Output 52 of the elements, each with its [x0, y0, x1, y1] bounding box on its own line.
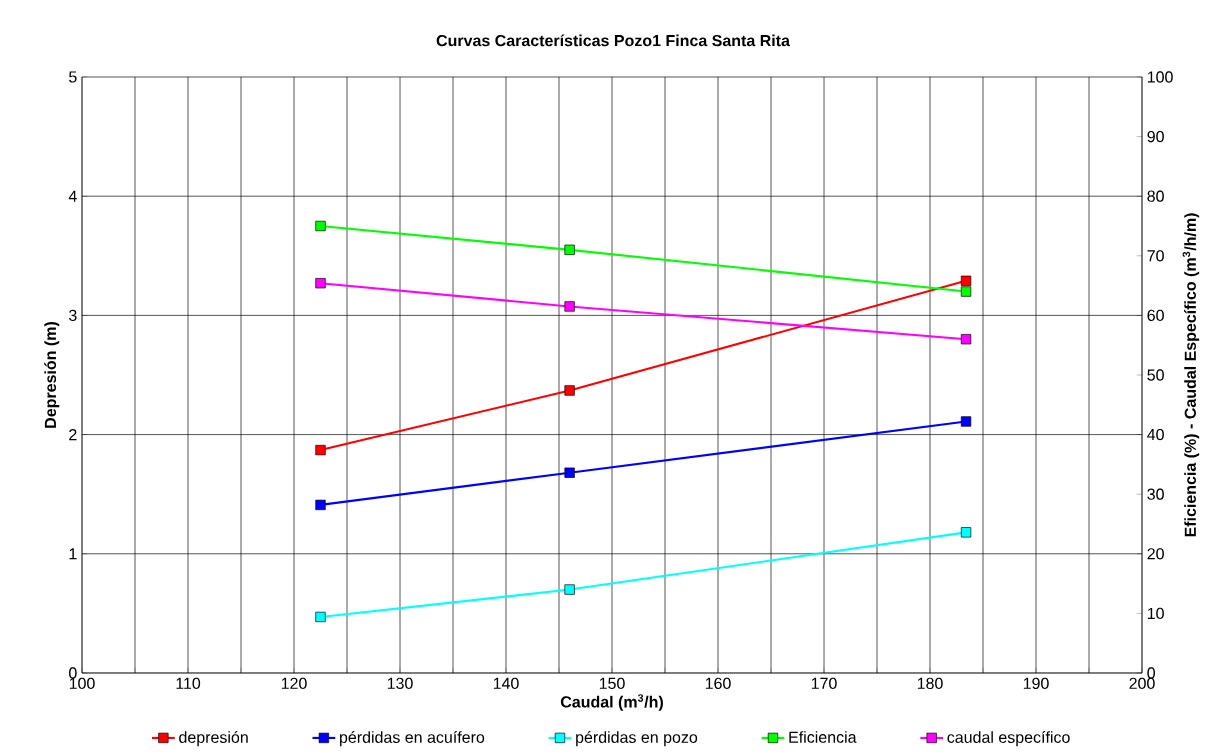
y2-tick-label: 10: [1147, 607, 1164, 620]
y2-tick-label: 100: [1147, 71, 1173, 83]
y2-tick-label: 40: [1147, 428, 1164, 441]
y2-tick-label: 30: [1147, 488, 1164, 500]
legend-label: Eficiencia: [789, 731, 857, 743]
x-tick-label: 200: [1129, 677, 1155, 690]
y2-tick-label: 50: [1147, 369, 1164, 381]
y2-axis-title: Eficiencia (%) - Caudal Específico (m$^{3}$/h/m): [1182, 213, 1200, 537]
x-tick-label: 170: [811, 677, 837, 690]
x-tick-label: 140: [493, 677, 519, 690]
y-tick-label: 1: [69, 548, 77, 560]
point: [564, 301, 575, 312]
y2-tick-label: 90: [1147, 130, 1164, 143]
x-tick-label: 180: [917, 677, 943, 690]
y-tick-label: 0: [69, 667, 77, 679]
y2-tick-label: 60: [1147, 309, 1164, 322]
point: [960, 286, 972, 297]
y2-tick-label: 20: [1147, 548, 1164, 560]
y-tick-label: 2: [69, 429, 77, 441]
y2-tick-label: 0: [1147, 667, 1155, 679]
x-axis-title: Caudal (m$^{3}$/h): [560, 694, 663, 711]
y2-tick-label: 80: [1147, 190, 1164, 202]
point: [315, 220, 326, 232]
y-tick-label: 5: [69, 71, 77, 83]
x-tick-label: 160: [705, 677, 731, 690]
point: [960, 334, 972, 345]
y-tick-label: 4: [68, 190, 77, 202]
legend-label: caudal específico: [947, 731, 1070, 747]
chart-title: Curvas Características Pozo1 Finca Santa Rita: [436, 34, 791, 47]
point: [564, 584, 575, 595]
y-tick-label: 3: [69, 309, 77, 322]
point: [564, 467, 575, 478]
point: [960, 416, 972, 427]
point: [564, 244, 575, 255]
y-axis-title: Depresión (m): [44, 322, 60, 428]
x-tick-label: 120: [281, 677, 307, 690]
point: [315, 278, 326, 289]
point: [960, 527, 972, 538]
y2-tick-label: 70: [1147, 250, 1164, 262]
x-tick-label: 130: [387, 677, 413, 690]
point: [315, 444, 326, 456]
legend-label: pérdidas en pozo: [576, 731, 698, 747]
legend-label: pérdidas en acuífero: [340, 731, 485, 747]
point: [960, 275, 972, 286]
x-tick-label: 110: [176, 677, 201, 690]
x-tick-label: 150: [599, 677, 625, 690]
point: [564, 385, 575, 396]
point: [315, 499, 326, 511]
point: [315, 611, 326, 623]
x-tick-label: 100: [69, 677, 95, 690]
x-tick-label: 190: [1023, 677, 1049, 690]
legend-label: depresión: [179, 731, 248, 747]
